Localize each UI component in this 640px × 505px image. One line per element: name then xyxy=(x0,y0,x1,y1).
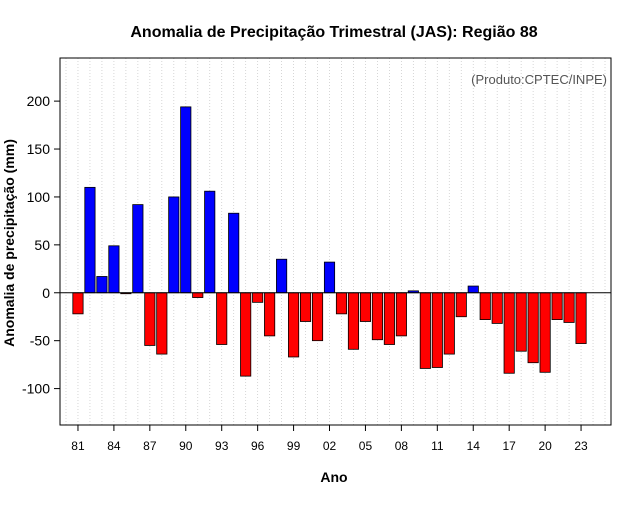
plot-area-frame xyxy=(59,57,612,426)
y-tick-label: 50 xyxy=(34,237,50,253)
y-tick-label: 100 xyxy=(27,189,51,205)
bar-2020 xyxy=(539,292,551,373)
bars xyxy=(72,106,587,377)
y-tick-label: 200 xyxy=(27,93,51,109)
bar-1988 xyxy=(156,292,168,355)
chart-title: Anomalia de Precipitação Trimestral (JAS… xyxy=(130,24,537,41)
x-tick-label: 81 xyxy=(71,439,85,453)
bar-1996 xyxy=(252,292,264,303)
bar-2010 xyxy=(419,292,431,369)
x-tick-label: 14 xyxy=(467,439,481,453)
x-tick-label: 17 xyxy=(503,439,517,453)
y-tick-label: 0 xyxy=(42,285,50,301)
credit-label: (Produto:CPTEC/INPE) xyxy=(471,72,607,87)
bar-1987 xyxy=(144,292,156,346)
bar-2011 xyxy=(431,292,443,368)
y-tick-label: 150 xyxy=(27,141,51,157)
y-tick-label: -100 xyxy=(22,381,50,397)
bar-1994 xyxy=(228,212,240,294)
bar-2012 xyxy=(443,292,455,355)
bar-2022 xyxy=(563,292,575,323)
bar-2019 xyxy=(527,292,539,364)
x-tick-label: 20 xyxy=(538,439,552,453)
bar-2002 xyxy=(323,261,336,294)
bar-2016 xyxy=(491,292,503,324)
bar-2007 xyxy=(383,292,395,345)
x-tick-label: 87 xyxy=(143,439,157,453)
bar-2006 xyxy=(371,292,383,341)
bar-2000 xyxy=(300,292,312,322)
bar-1999 xyxy=(288,292,300,358)
bar-1981 xyxy=(72,292,84,315)
bar-1997 xyxy=(264,292,276,337)
bar-1984 xyxy=(108,245,120,294)
bar-1993 xyxy=(216,292,228,345)
bar-2014 xyxy=(467,285,479,294)
x-tick-label: 05 xyxy=(359,439,373,453)
bar-1983 xyxy=(96,276,108,294)
grid-lines xyxy=(65,58,606,425)
bar-1998 xyxy=(276,258,288,294)
bar-2004 xyxy=(347,292,360,350)
bar-2013 xyxy=(455,292,467,318)
bar-1990 xyxy=(180,106,192,294)
x-axis-label: Ano xyxy=(320,469,347,485)
bar-1995 xyxy=(240,292,252,377)
bar-2023 xyxy=(575,292,587,344)
x-tick-label: 11 xyxy=(431,439,444,453)
y-axis: -100 -50 0 50 100 150 200 xyxy=(22,93,60,397)
x-tick-label: 08 xyxy=(395,439,409,453)
bar-2005 xyxy=(359,292,371,322)
x-tick-label: 93 xyxy=(215,439,229,453)
y-tick-label: -50 xyxy=(30,333,50,349)
x-tick-label: 99 xyxy=(287,439,301,453)
bar-2017 xyxy=(503,292,515,374)
bar-2001 xyxy=(311,292,324,342)
bar-2021 xyxy=(551,292,563,320)
x-tick-label: 90 xyxy=(179,439,193,453)
x-axis: 81 84 87 90 93 96 99 02 05 08 11 14 17 20 23 xyxy=(71,425,588,453)
bar-2015 xyxy=(479,292,491,320)
bar-1992 xyxy=(204,190,216,294)
x-tick-label: 02 xyxy=(323,439,337,453)
bar-1989 xyxy=(168,196,180,294)
x-tick-label: 96 xyxy=(251,439,265,453)
bar-1986 xyxy=(132,204,144,294)
bar-2018 xyxy=(515,292,527,352)
bar-1991 xyxy=(192,292,204,298)
x-tick-label: 84 xyxy=(107,439,121,453)
y-axis-label: Anomalia de precipitação (mm) xyxy=(1,139,17,347)
bar-2008 xyxy=(395,292,407,337)
bar-2003 xyxy=(335,292,348,315)
bar-1982 xyxy=(84,186,96,294)
x-tick-label: 23 xyxy=(574,439,588,453)
